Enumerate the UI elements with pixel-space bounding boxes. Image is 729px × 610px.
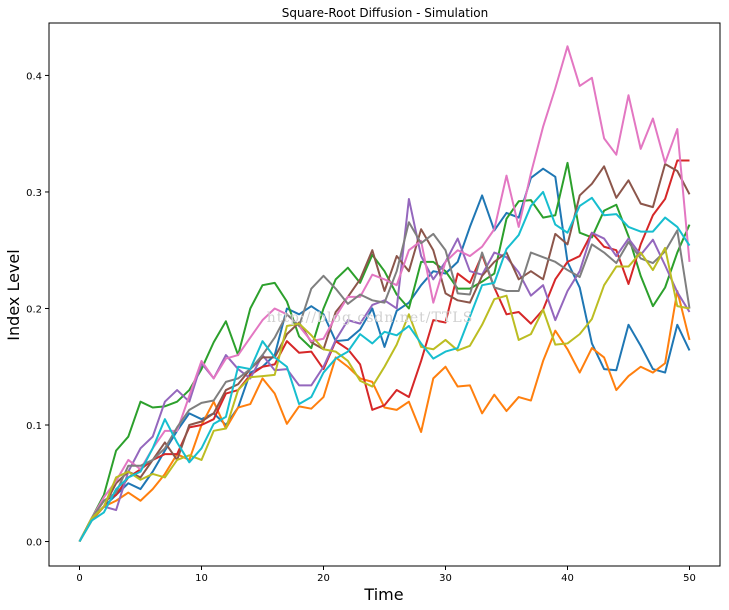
x-tick-label: 40 bbox=[561, 573, 574, 584]
series-line-9 bbox=[78, 246, 690, 542]
x-tick-label: 0 bbox=[76, 573, 82, 584]
watermark: http://blog.csdn.net/TTLS bbox=[267, 310, 474, 326]
series-line-2 bbox=[78, 290, 691, 543]
series-line-8 bbox=[78, 221, 691, 542]
series-line-4 bbox=[78, 159, 690, 542]
x-tick-label: 30 bbox=[439, 573, 452, 584]
x-axis-ticks: 0 10 20 30 40 50 bbox=[76, 566, 696, 584]
y-tick-label: 0.2 bbox=[26, 304, 42, 315]
y-tick-label: 0.3 bbox=[26, 188, 42, 199]
series-line-10 bbox=[78, 190, 691, 543]
chart-title: Square-Root Diffusion - Simulation bbox=[282, 6, 488, 20]
x-axis-label: Time bbox=[363, 585, 403, 604]
series-layer bbox=[78, 45, 691, 543]
series-line-3 bbox=[78, 161, 691, 542]
y-axis-label: Index Level bbox=[4, 249, 23, 340]
y-tick-label: 0.0 bbox=[26, 538, 42, 549]
y-tick-label: 0.4 bbox=[26, 71, 42, 82]
x-tick-label: 20 bbox=[317, 573, 330, 584]
plot-area-frame bbox=[48, 22, 721, 567]
x-tick-label: 10 bbox=[195, 573, 208, 584]
y-axis-ticks: 0.0 0.1 0.2 0.3 0.4 bbox=[26, 71, 49, 549]
series-line-7 bbox=[78, 45, 691, 542]
y-tick-label: 0.1 bbox=[26, 421, 42, 432]
x-tick-label: 50 bbox=[683, 573, 696, 584]
